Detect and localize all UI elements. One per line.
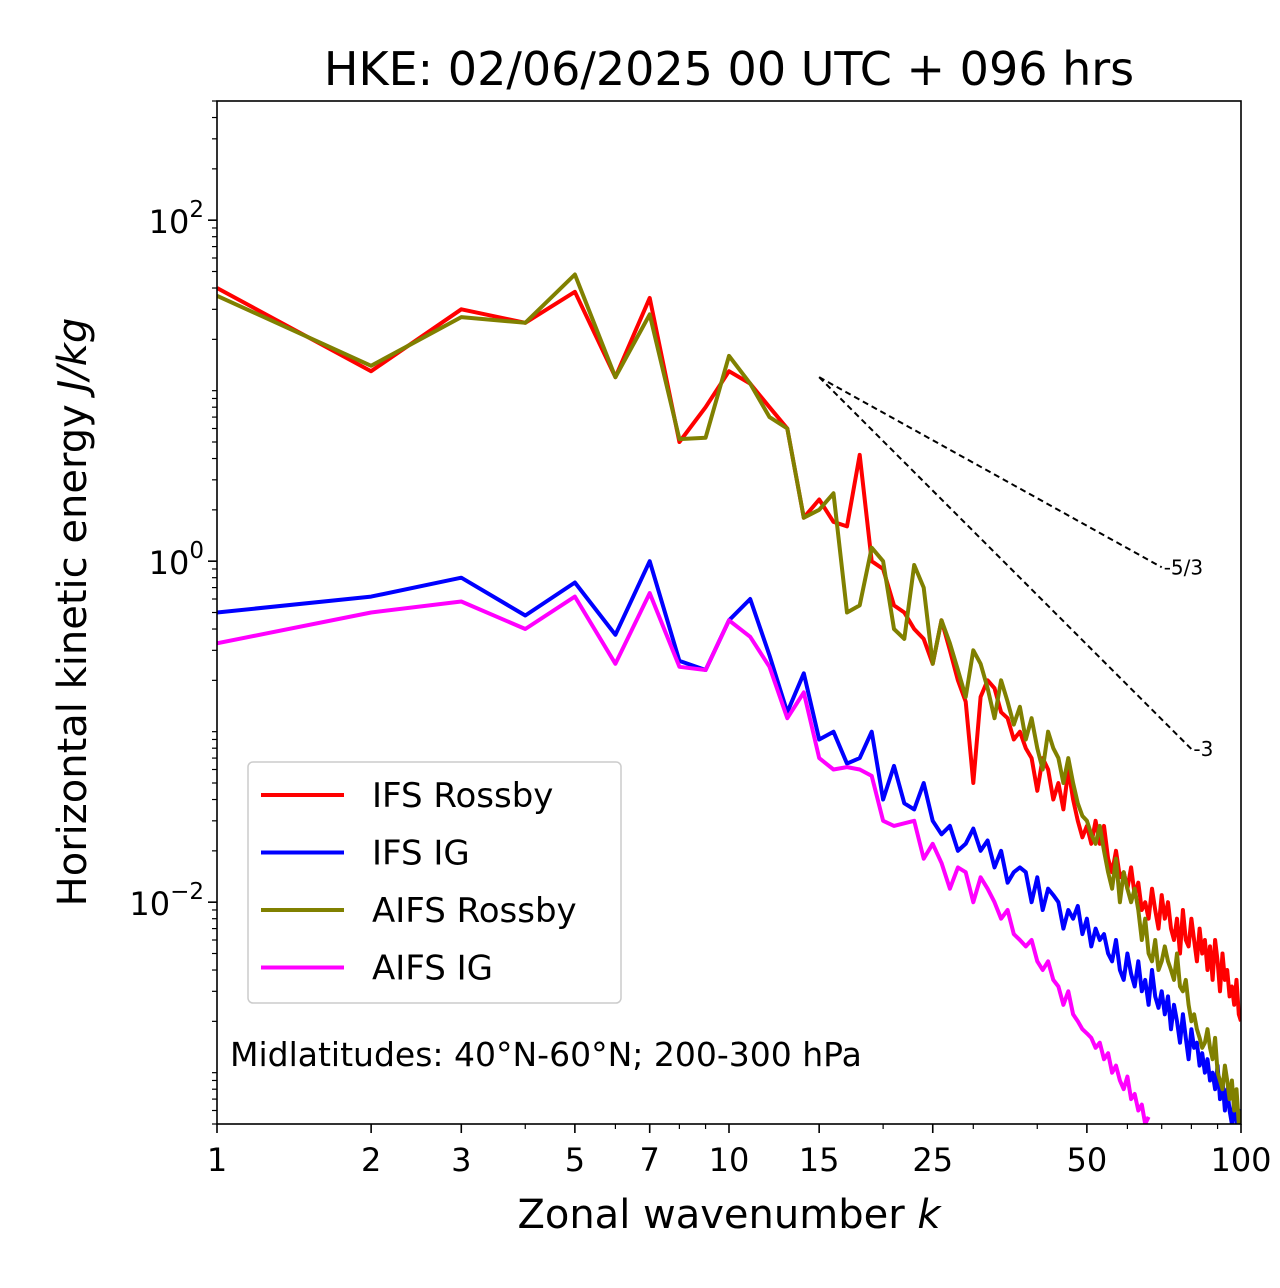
series-line: [217, 286, 1241, 1022]
legend-label: IFS IG: [372, 834, 470, 874]
x-tick-label: 1: [207, 1141, 227, 1179]
series-line: [217, 559, 1241, 1124]
x-tick-label: 3: [451, 1141, 471, 1179]
x-tick-label: 2: [361, 1141, 381, 1179]
region-annotation: Midlatitudes: 40°N-60°N; 200-300 hPa: [230, 1035, 862, 1074]
axis-ticks: 1 2 3 5 7 10 15 25 50 100 102 100 10−2: [129, 100, 1272, 1179]
series-lines: [217, 272, 1241, 1124]
series-line: [217, 272, 1241, 1124]
x-axis-label: Zonal wavenumber k: [517, 1192, 942, 1238]
y-axis-unit: J/kg: [50, 318, 96, 399]
legend-label: AIFS IG: [372, 949, 493, 989]
x-tick-label: 10: [709, 1141, 750, 1179]
x-tick-label: 7: [640, 1141, 660, 1179]
legend-box: [247, 761, 622, 1004]
y-tick-label: 100: [149, 538, 204, 582]
x-tick-label: 50: [1067, 1141, 1108, 1179]
chart-title: HKE: 02/06/2025 00 UTC + 096 hrs: [324, 42, 1134, 96]
x-tick-label: 15: [799, 1141, 840, 1179]
y-axis-label: Horizontal kinetic energy J/kg: [50, 318, 96, 907]
reference-line-label: -5/3: [1164, 555, 1203, 579]
x-tick-label: 5: [565, 1141, 585, 1179]
plot-frame: [216, 100, 1242, 1125]
reference-slope-lines: [818, 376, 1193, 750]
reference-line-label: -3: [1193, 737, 1213, 761]
legend-label: IFS Rossby: [372, 776, 553, 816]
reference-slope-labels: -5/3 -3: [1164, 555, 1214, 761]
y-tick-label: 102: [149, 197, 204, 241]
y-tick-label: 10−2: [129, 879, 204, 923]
reference-line: [818, 376, 1193, 750]
x-tick-label: 100: [1210, 1141, 1271, 1179]
reference-line: [818, 376, 1163, 569]
legend-label: AIFS Rossby: [372, 891, 577, 931]
x-tick-label: 25: [912, 1141, 953, 1179]
x-axis-label-text: Zonal wavenumber: [517, 1192, 905, 1238]
x-axis-symbol: k: [917, 1192, 942, 1238]
y-axis-label-text: Horizontal kinetic energy: [50, 404, 96, 906]
legend: IFS Rossby IFS IG AIFS Rossby AIFS IG: [247, 761, 622, 1004]
